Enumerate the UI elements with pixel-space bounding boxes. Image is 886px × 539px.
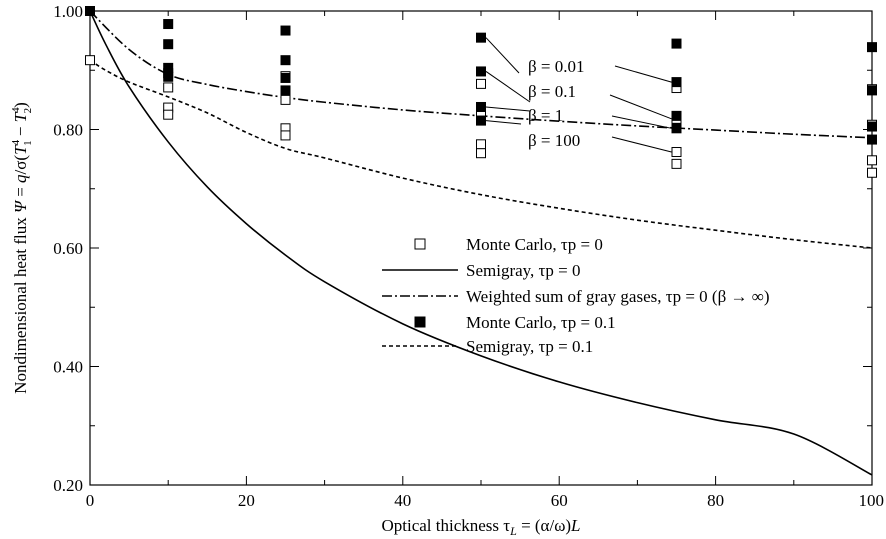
- x-tick-label: 40: [394, 491, 411, 510]
- x-axis-title: Optical thickness τL = (α/ω)L: [381, 516, 580, 538]
- beta-leader-line: [485, 120, 522, 125]
- beta-label: β = 0.1: [528, 82, 576, 101]
- marker-open-square: [163, 109, 174, 120]
- beta-leader-line: [485, 71, 531, 103]
- legend-marker-filled-square: [414, 316, 426, 328]
- beta-leader-line: [485, 37, 520, 74]
- x-tick-label: 20: [238, 491, 255, 510]
- legend-label: Semigray, τp = 0: [466, 261, 580, 280]
- legend-label: Weighted sum of gray gases, τp = 0 (β → …: [466, 287, 770, 306]
- beta-label: β = 1: [528, 106, 563, 125]
- marker-filled-square: [476, 101, 486, 112]
- marker-filled-square: [163, 39, 174, 50]
- marker-open-square: [476, 78, 486, 89]
- marker-filled-square: [85, 6, 95, 16]
- marker-open-square: [867, 155, 877, 166]
- x-tick-label: 100: [859, 491, 885, 510]
- marker-filled-square: [280, 72, 291, 83]
- legend-marker-open-square: [414, 238, 426, 250]
- beta-leader-line: [609, 94, 672, 120]
- marker-open-square: [85, 55, 95, 66]
- marker-open-square: [476, 139, 486, 150]
- marker-filled-square: [671, 123, 682, 134]
- beta-leader-line: [611, 115, 672, 129]
- legend-label: Monte Carlo, τp = 0.1: [466, 313, 616, 332]
- marker-filled-square: [280, 25, 291, 36]
- marker-filled-square: [671, 77, 682, 88]
- series-line: [89, 10, 873, 139]
- series-line: [89, 10, 873, 476]
- marker-filled-square: [163, 62, 174, 73]
- y-axis-title: Nondimensional heat flux Ψ = q/σ(T41 − T…: [10, 102, 34, 394]
- y-tick-label: 0.20: [53, 476, 83, 495]
- marker-filled-square: [671, 110, 682, 121]
- marker-filled-square: [476, 32, 486, 43]
- marker-open-square: [671, 147, 682, 158]
- beta-leader-line: [611, 136, 672, 153]
- marker-open-square: [280, 130, 291, 141]
- x-tick-label: 80: [707, 491, 724, 510]
- marker-filled-square: [163, 71, 174, 82]
- y-tick-label: 0.60: [53, 239, 83, 258]
- beta-label: β = 0.01: [528, 57, 585, 76]
- x-tick-label: 0: [86, 491, 95, 510]
- marker-filled-square: [476, 115, 486, 126]
- marker-open-square: [671, 158, 682, 169]
- y-tick-label: 0.80: [53, 121, 83, 140]
- marker-filled-square: [867, 134, 877, 145]
- marker-filled-square: [476, 66, 486, 77]
- marker-open-square: [280, 94, 291, 105]
- series-layer: [85, 6, 877, 476]
- marker-open-square: [867, 167, 877, 178]
- beta-label: β = 100: [528, 131, 580, 150]
- legend: Monte Carlo, τp = 0 Semigray, τp = 0 Weigh…: [382, 235, 770, 356]
- beta-leader-line: [485, 106, 531, 112]
- marker-filled-square: [867, 85, 877, 96]
- legend-label: Monte Carlo, τp = 0: [466, 235, 603, 254]
- beta-annotations: β = 0.01 β = 0.1 β = 1 β = 100: [485, 37, 672, 153]
- x-tick-label: 60: [551, 491, 568, 510]
- beta-leader-line: [614, 65, 672, 83]
- marker-filled-square: [867, 121, 877, 132]
- marker-open-square: [163, 82, 174, 93]
- marker-open-square: [476, 148, 486, 159]
- axis-ticks: 0 20 40 60 80 100 0.20 0.40 0.60 0.80 1.00: [53, 2, 884, 510]
- series-line: [89, 59, 873, 249]
- marker-filled-square: [280, 55, 291, 66]
- marker-filled-square: [163, 19, 174, 30]
- marker-filled-square: [867, 42, 877, 53]
- legend-label: Semigray, τp = 0.1: [466, 337, 593, 356]
- marker-filled-square: [671, 38, 682, 49]
- y-tick-label: 0.40: [53, 358, 83, 377]
- marker-filled-square: [280, 85, 291, 96]
- y-tick-label: 1.00: [53, 2, 83, 21]
